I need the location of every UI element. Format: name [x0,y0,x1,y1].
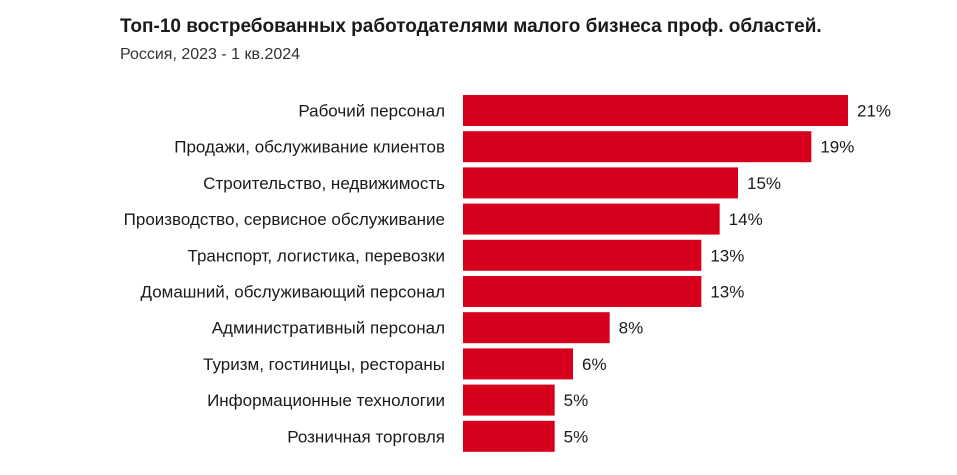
bar [463,384,555,416]
value-label: 19% [820,138,854,157]
bar [463,167,738,199]
bar [463,239,702,271]
bar [463,348,573,380]
bar [463,95,848,126]
category-label: Административный персонал [212,319,445,338]
value-label: 5% [564,427,589,446]
category-label: Розничная торговля [287,427,445,446]
category-label: Производство, сервисное обслуживание [124,210,445,229]
value-label: 6% [582,355,607,374]
category-label: Строительство, недвижимость [203,174,445,193]
value-label: 13% [710,283,744,302]
bar [463,276,702,307]
bar [463,203,720,235]
chart-subtitle: Россия, 2023 - 1 кв.2024 [120,46,301,63]
value-label: 13% [710,246,744,265]
value-label: 21% [857,102,891,121]
category-label: Транспорт, логистика, перевозки [188,246,445,265]
category-label: Домашний, обслуживающий персонал [140,283,445,302]
bar [463,131,812,163]
category-label: Продажи, обслуживание клиентов [174,138,445,157]
category-label: Рабочий персонал [298,102,445,121]
chart-title: Топ-10 востребованных работодателями мал… [120,16,822,37]
bar [463,420,555,452]
value-label: 8% [619,319,644,338]
bar [463,312,610,344]
value-label: 5% [564,391,589,410]
category-label: Информационные технологии [207,391,445,410]
value-label: 15% [747,174,781,193]
value-label: 14% [729,210,763,229]
category-label: Туризм, гостиницы, рестораны [203,355,445,374]
